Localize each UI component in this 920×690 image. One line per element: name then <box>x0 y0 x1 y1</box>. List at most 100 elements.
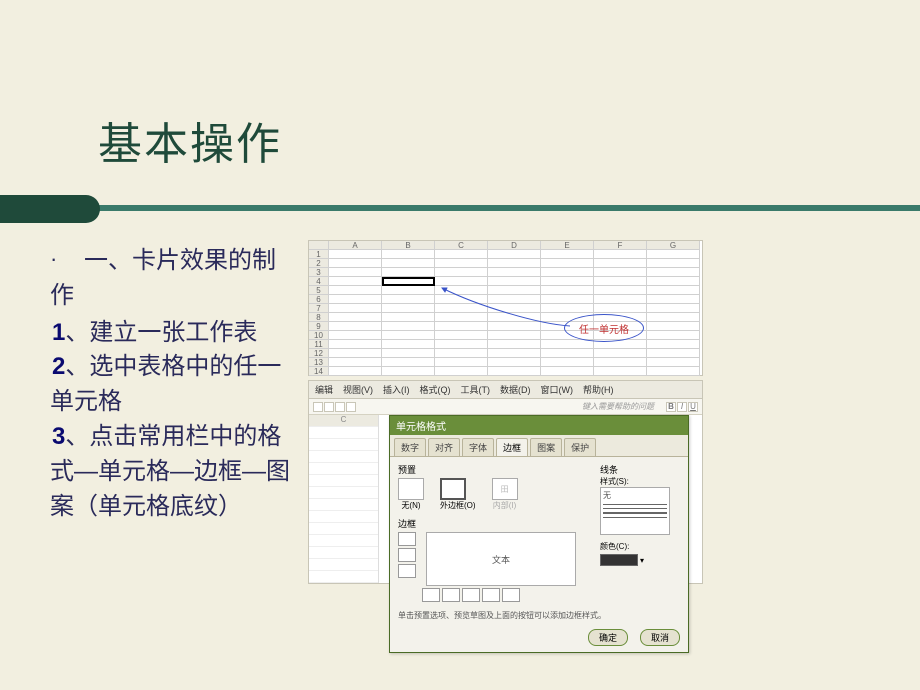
cell[interactable] <box>488 340 541 349</box>
menu-item[interactable]: 编辑 <box>315 383 333 396</box>
cell[interactable] <box>382 295 435 304</box>
cell[interactable] <box>488 304 541 313</box>
cell[interactable] <box>435 259 488 268</box>
cell[interactable] <box>541 304 594 313</box>
cell[interactable] <box>647 295 700 304</box>
toolbar-button[interactable] <box>335 402 345 412</box>
cell[interactable] <box>594 259 647 268</box>
cell[interactable] <box>488 277 541 286</box>
cell[interactable] <box>382 349 435 358</box>
preset-inside-icon[interactable]: 田 <box>492 478 518 500</box>
border-left-button[interactable] <box>442 588 460 602</box>
cell[interactable] <box>647 286 700 295</box>
cell[interactable] <box>329 277 382 286</box>
tab-border[interactable]: 边框 <box>496 438 528 456</box>
border-right-button[interactable] <box>482 588 500 602</box>
cell[interactable] <box>435 295 488 304</box>
tab-number[interactable]: 数字 <box>394 438 426 456</box>
cell[interactable] <box>541 295 594 304</box>
cell[interactable] <box>647 277 700 286</box>
cell[interactable] <box>329 331 382 340</box>
menu-item[interactable]: 插入(I) <box>383 383 410 396</box>
cell[interactable] <box>647 259 700 268</box>
cell[interactable] <box>541 367 594 376</box>
cell[interactable] <box>435 313 488 322</box>
cell[interactable] <box>488 322 541 331</box>
cell[interactable] <box>647 313 700 322</box>
cell[interactable] <box>594 268 647 277</box>
cell[interactable] <box>382 358 435 367</box>
toolbar-button[interactable] <box>324 402 334 412</box>
cell[interactable] <box>647 304 700 313</box>
selected-cell[interactable] <box>382 277 435 286</box>
color-dropdown[interactable] <box>600 554 638 566</box>
cell[interactable] <box>594 367 647 376</box>
cell[interactable] <box>541 259 594 268</box>
cell[interactable] <box>541 277 594 286</box>
cell[interactable] <box>382 367 435 376</box>
cell[interactable] <box>382 268 435 277</box>
cell[interactable] <box>647 322 700 331</box>
toolbar-button[interactable] <box>346 402 356 412</box>
dropdown-arrow-icon[interactable]: ▾ <box>640 556 644 565</box>
border-mid-button[interactable] <box>398 548 416 562</box>
cell[interactable] <box>647 340 700 349</box>
cell[interactable] <box>594 250 647 259</box>
cell[interactable] <box>594 304 647 313</box>
menu-item[interactable]: 帮助(H) <box>583 383 614 396</box>
cancel-button[interactable]: 取消 <box>640 629 680 646</box>
cell[interactable] <box>594 295 647 304</box>
tab-align[interactable]: 对齐 <box>428 438 460 456</box>
line-style-list[interactable]: 无 <box>600 487 670 535</box>
tab-font[interactable]: 字体 <box>462 438 494 456</box>
italic-button[interactable]: I <box>677 402 687 412</box>
underline-button[interactable]: U <box>688 402 698 412</box>
cell[interactable] <box>329 295 382 304</box>
border-diag1-button[interactable] <box>422 588 440 602</box>
menu-item[interactable]: 视图(V) <box>343 383 373 396</box>
cell[interactable] <box>541 358 594 367</box>
cell[interactable] <box>435 349 488 358</box>
cell[interactable] <box>435 340 488 349</box>
cell[interactable] <box>541 340 594 349</box>
cell[interactable] <box>488 250 541 259</box>
preset-none-icon[interactable] <box>398 478 424 500</box>
border-vmid-button[interactable] <box>462 588 480 602</box>
cell[interactable] <box>329 349 382 358</box>
cell[interactable] <box>488 295 541 304</box>
cell[interactable] <box>329 304 382 313</box>
cell[interactable] <box>329 358 382 367</box>
cell[interactable] <box>647 331 700 340</box>
cell[interactable] <box>329 286 382 295</box>
cell[interactable] <box>647 268 700 277</box>
cell[interactable] <box>435 286 488 295</box>
cell[interactable] <box>435 331 488 340</box>
cell[interactable] <box>382 313 435 322</box>
cell[interactable] <box>329 313 382 322</box>
cell[interactable] <box>382 250 435 259</box>
preset-outline-icon[interactable] <box>440 478 466 500</box>
cell[interactable] <box>488 367 541 376</box>
cell[interactable] <box>488 349 541 358</box>
cell[interactable] <box>594 277 647 286</box>
cell[interactable] <box>488 331 541 340</box>
cell[interactable] <box>647 349 700 358</box>
cell[interactable] <box>382 304 435 313</box>
cell[interactable] <box>647 358 700 367</box>
cell[interactable] <box>488 268 541 277</box>
cell[interactable] <box>382 286 435 295</box>
tab-protect[interactable]: 保护 <box>564 438 596 456</box>
menu-item[interactable]: 格式(Q) <box>420 383 451 396</box>
cell[interactable] <box>647 250 700 259</box>
cell[interactable] <box>329 340 382 349</box>
menu-item[interactable]: 窗口(W) <box>541 383 574 396</box>
cell[interactable] <box>382 340 435 349</box>
bold-button[interactable]: B <box>666 402 676 412</box>
cell[interactable] <box>435 367 488 376</box>
cell[interactable] <box>647 367 700 376</box>
cell[interactable] <box>329 259 382 268</box>
border-top-button[interactable] <box>398 532 416 546</box>
cell[interactable] <box>435 304 488 313</box>
cell[interactable] <box>488 313 541 322</box>
cell[interactable] <box>541 286 594 295</box>
